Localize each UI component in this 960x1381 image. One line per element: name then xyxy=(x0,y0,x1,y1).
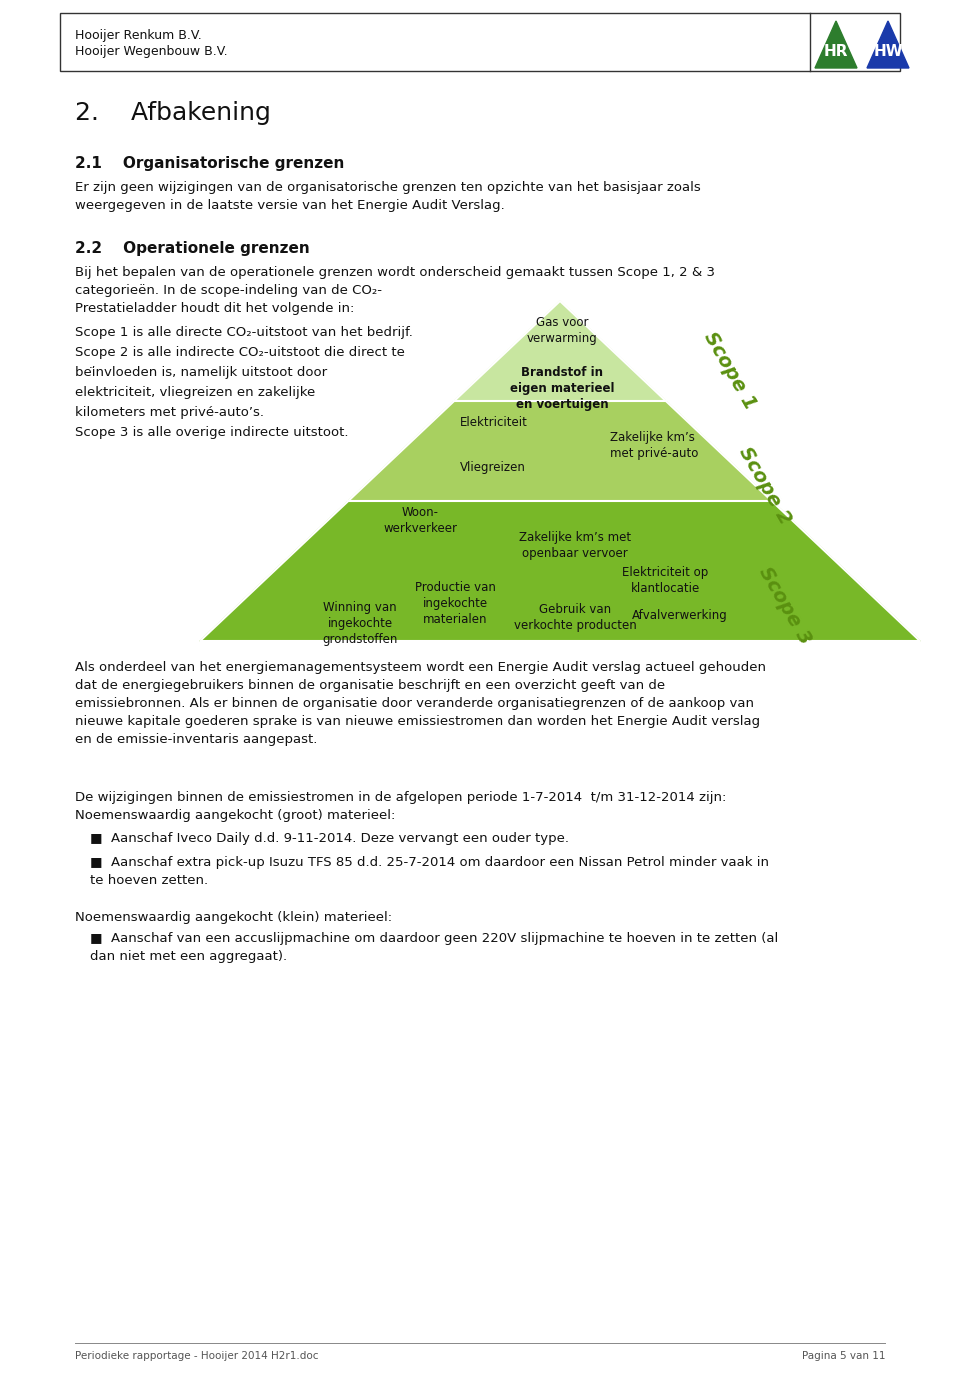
Polygon shape xyxy=(815,21,857,68)
Text: Bij het bepalen van de operationele grenzen wordt onderscheid gemaakt tussen Sco: Bij het bepalen van de operationele gren… xyxy=(75,267,715,315)
Text: Woon-
werkverkeer: Woon- werkverkeer xyxy=(383,505,457,534)
Text: Noemenswaardig aangekocht (klein) materieel:: Noemenswaardig aangekocht (klein) materi… xyxy=(75,911,392,924)
Text: Periodieke rapportage - Hooijer 2014 H2r1.doc: Periodieke rapportage - Hooijer 2014 H2r… xyxy=(75,1351,319,1362)
Text: ■  Aanschaf van een accuslijpmachine om daardoor geen 220V slijpmachine te hoeve: ■ Aanschaf van een accuslijpmachine om d… xyxy=(90,932,779,963)
Text: Zakelijke km’s met
openbaar vervoer: Zakelijke km’s met openbaar vervoer xyxy=(519,532,631,561)
Text: Gas voor
verwarming: Gas voor verwarming xyxy=(527,316,597,345)
Text: Pagina 5 van 11: Pagina 5 van 11 xyxy=(802,1351,885,1362)
Text: Hooijer Renkum B.V.: Hooijer Renkum B.V. xyxy=(75,29,202,41)
Text: Scope 1 is alle directe CO₂-uitstoot van het bedrijf.
Scope 2 is alle indirecte : Scope 1 is alle directe CO₂-uitstoot van… xyxy=(75,326,413,439)
Polygon shape xyxy=(200,501,920,641)
Polygon shape xyxy=(867,21,909,68)
Text: Winning van
ingekochte
grondstoffen: Winning van ingekochte grondstoffen xyxy=(323,601,397,646)
Text: Er zijn geen wijzigingen van de organisatorische grenzen ten opzichte van het ba: Er zijn geen wijzigingen van de organisa… xyxy=(75,181,701,213)
Text: ■  Aanschaf Iveco Daily d.d. 9-11-2014. Deze vervangt een ouder type.: ■ Aanschaf Iveco Daily d.d. 9-11-2014. D… xyxy=(90,831,569,845)
Polygon shape xyxy=(348,400,772,501)
Text: 2.2    Operationele grenzen: 2.2 Operationele grenzen xyxy=(75,242,310,255)
Text: Elektriciteit op
klantlocatie: Elektriciteit op klantlocatie xyxy=(622,566,708,595)
Text: De wijzigingen binnen de emissiestromen in de afgelopen periode 1-7-2014  t/m 31: De wijzigingen binnen de emissiestromen … xyxy=(75,791,727,822)
Text: ■  Aanschaf extra pick-up Isuzu TFS 85 d.d. 25-7-2014 om daardoor een Nissan Pet: ■ Aanschaf extra pick-up Isuzu TFS 85 d.… xyxy=(90,856,769,887)
Text: Brandstof in
eigen materieel
en voertuigen: Brandstof in eigen materieel en voertuig… xyxy=(510,366,614,412)
Text: Elektriciteit: Elektriciteit xyxy=(460,416,528,429)
Text: Scope 1: Scope 1 xyxy=(700,329,759,413)
Text: Scope 2: Scope 2 xyxy=(735,443,795,528)
Text: Hooijer Wegenbouw B.V.: Hooijer Wegenbouw B.V. xyxy=(75,46,228,58)
Text: Scope 3: Scope 3 xyxy=(755,563,815,648)
Polygon shape xyxy=(454,301,666,400)
Text: Gebruik van
verkochte producten: Gebruik van verkochte producten xyxy=(514,603,636,632)
Text: Productie van
ingekochte
materialen: Productie van ingekochte materialen xyxy=(415,581,495,626)
Text: 2.1    Organisatorische grenzen: 2.1 Organisatorische grenzen xyxy=(75,156,345,171)
Text: HW: HW xyxy=(874,43,902,58)
Text: HR: HR xyxy=(824,43,849,58)
FancyBboxPatch shape xyxy=(60,12,900,70)
Text: Zakelijke km’s
met privé-auto: Zakelijke km’s met privé-auto xyxy=(610,431,698,460)
Text: 2.    Afbakening: 2. Afbakening xyxy=(75,101,271,126)
Text: Afvalverwerking: Afvalverwerking xyxy=(632,609,728,621)
Text: Vliegreizen: Vliegreizen xyxy=(460,461,526,474)
Text: Als onderdeel van het energiemanagementsysteem wordt een Energie Audit verslag a: Als onderdeel van het energiemanagements… xyxy=(75,661,766,746)
